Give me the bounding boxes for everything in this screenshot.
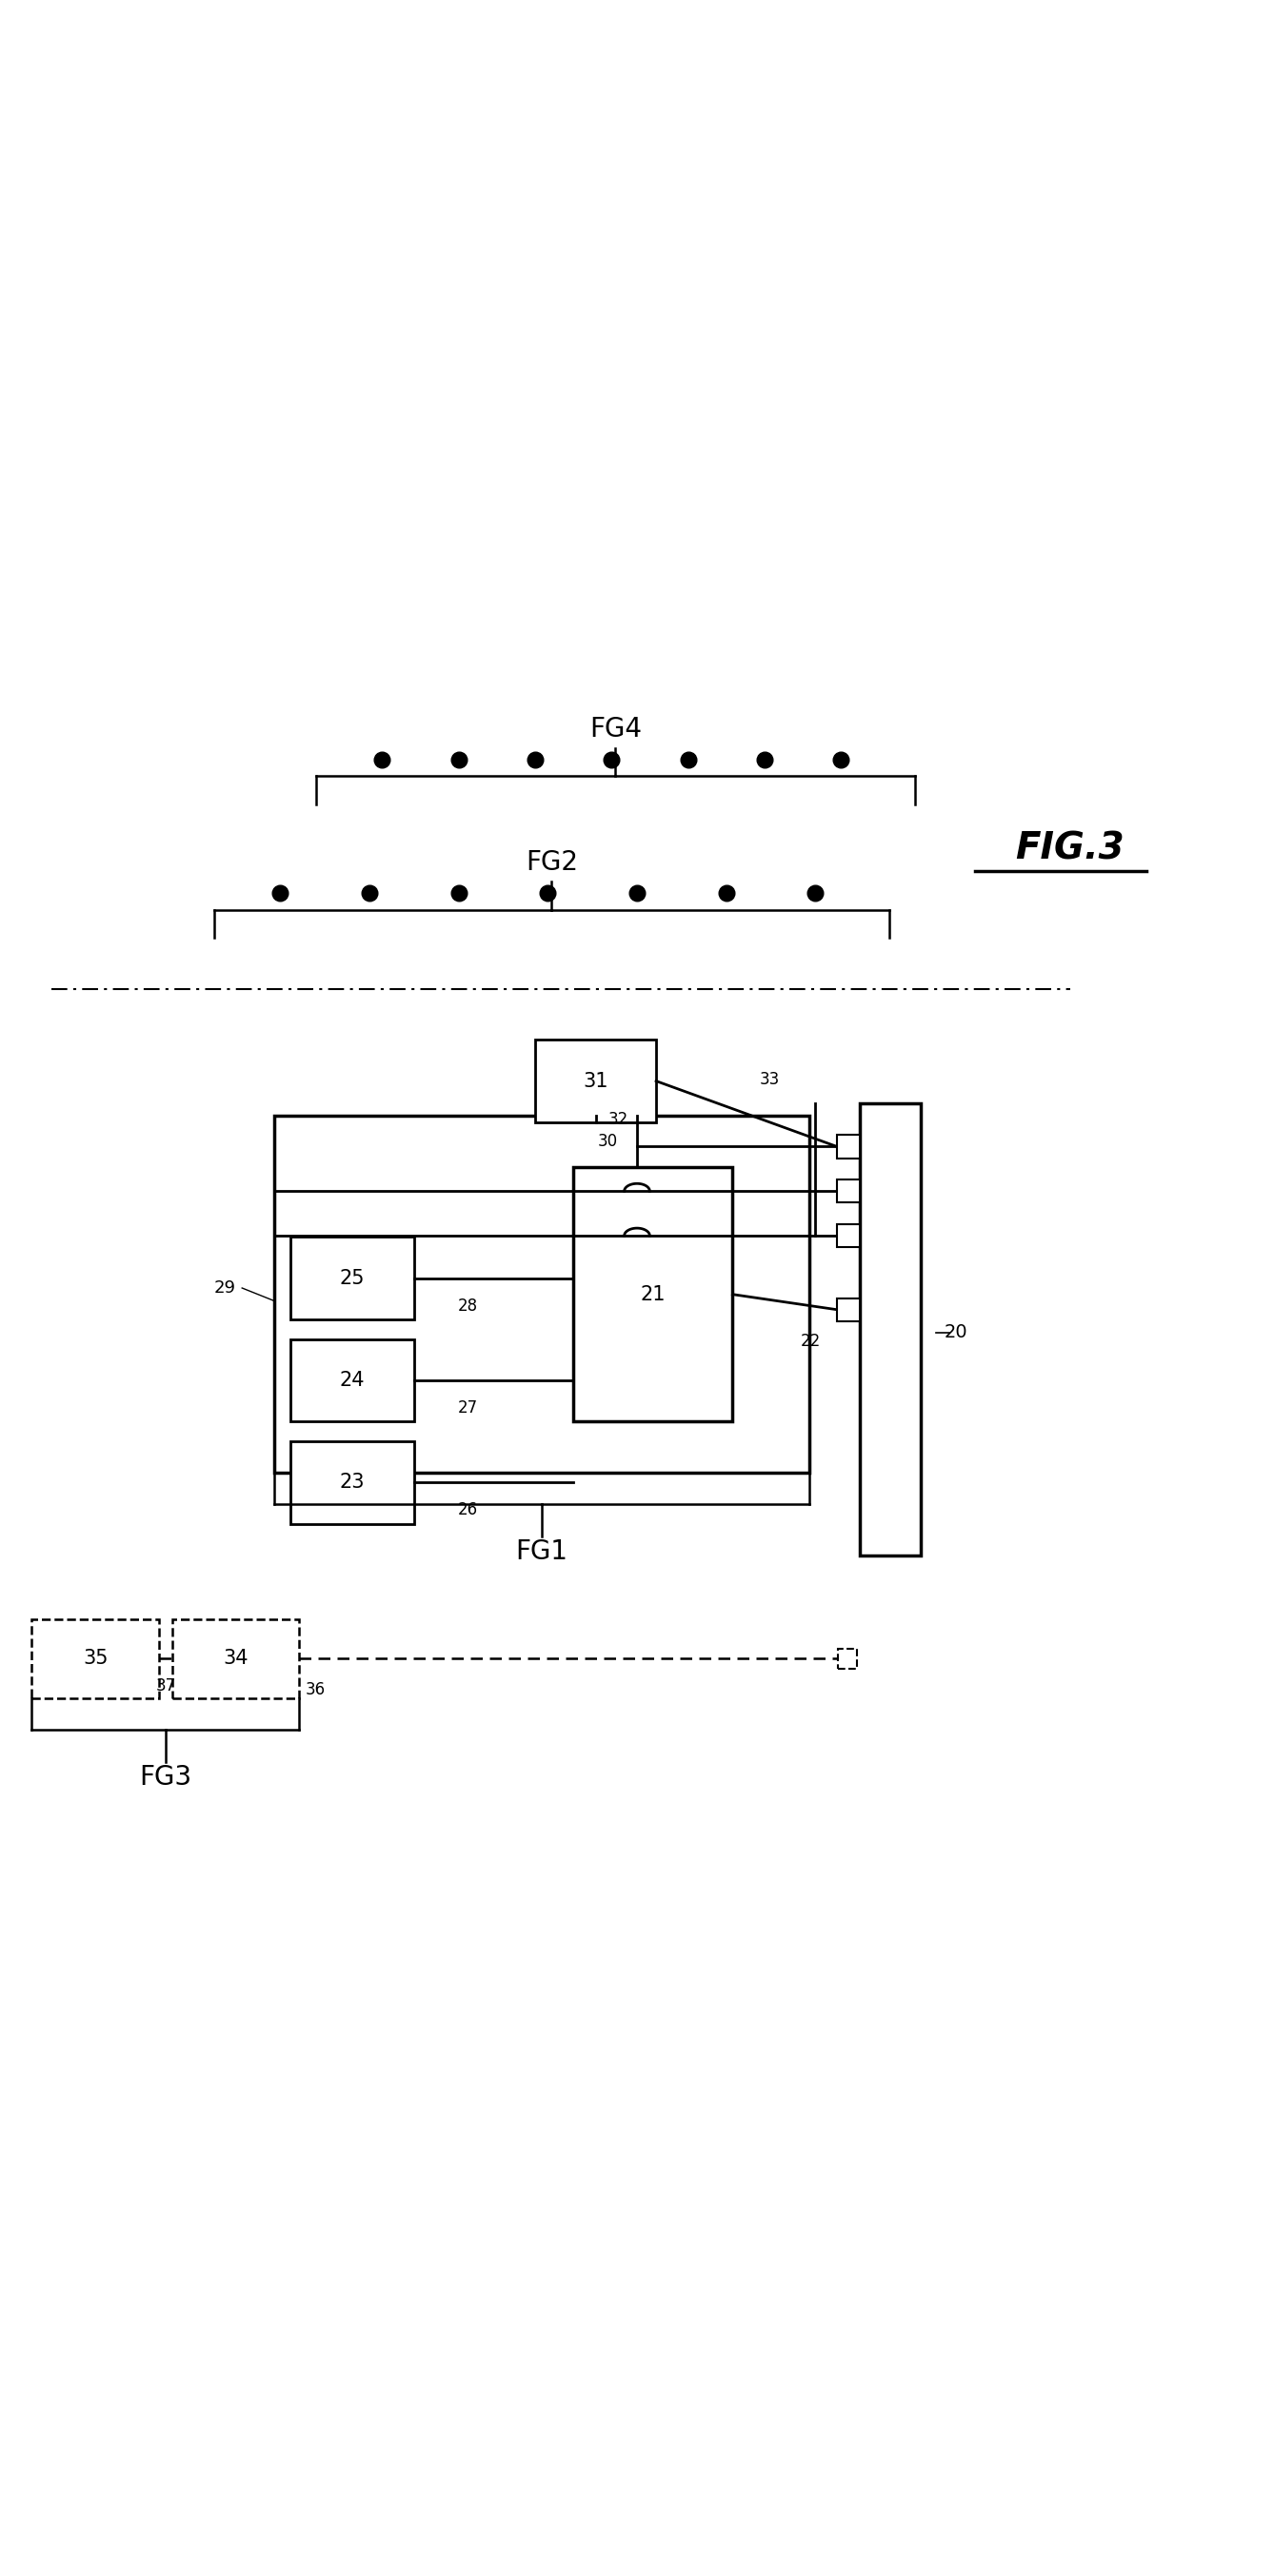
- Text: 34: 34: [223, 1649, 248, 1669]
- Bar: [535, 1041, 656, 1123]
- Text: FG3: FG3: [139, 1765, 192, 1790]
- Bar: [837, 1180, 860, 1203]
- Text: 35: 35: [83, 1649, 108, 1669]
- Text: 25: 25: [340, 1270, 364, 1288]
- Text: 26: 26: [459, 1502, 478, 1517]
- Bar: [838, 1649, 857, 1669]
- Bar: [573, 1167, 733, 1422]
- Text: 37: 37: [155, 1677, 176, 1695]
- Bar: [290, 1340, 414, 1422]
- Text: 32: 32: [609, 1110, 628, 1128]
- Bar: [172, 1620, 299, 1698]
- Bar: [837, 1136, 860, 1159]
- Bar: [32, 1620, 159, 1698]
- Text: 22: 22: [800, 1332, 820, 1350]
- Text: FG4: FG4: [589, 716, 642, 742]
- Text: 21: 21: [641, 1285, 665, 1303]
- Text: 30: 30: [598, 1133, 618, 1149]
- Text: FG2: FG2: [525, 850, 578, 876]
- Text: 31: 31: [583, 1072, 608, 1090]
- Bar: [290, 1440, 414, 1522]
- Text: 23: 23: [340, 1473, 364, 1492]
- Text: 28: 28: [459, 1298, 478, 1314]
- Bar: [274, 1115, 809, 1473]
- Text: FG1: FG1: [515, 1538, 568, 1566]
- Bar: [290, 1236, 414, 1319]
- Bar: [837, 1298, 860, 1321]
- Bar: [837, 1224, 860, 1247]
- Text: 20: 20: [944, 1324, 967, 1342]
- Text: 24: 24: [340, 1370, 364, 1391]
- Bar: [860, 1103, 921, 1556]
- Text: 27: 27: [459, 1399, 478, 1417]
- Text: 29: 29: [214, 1280, 236, 1296]
- Text: FIG.3: FIG.3: [1015, 829, 1125, 866]
- Text: 36: 36: [306, 1682, 326, 1698]
- Text: 33: 33: [759, 1072, 780, 1087]
